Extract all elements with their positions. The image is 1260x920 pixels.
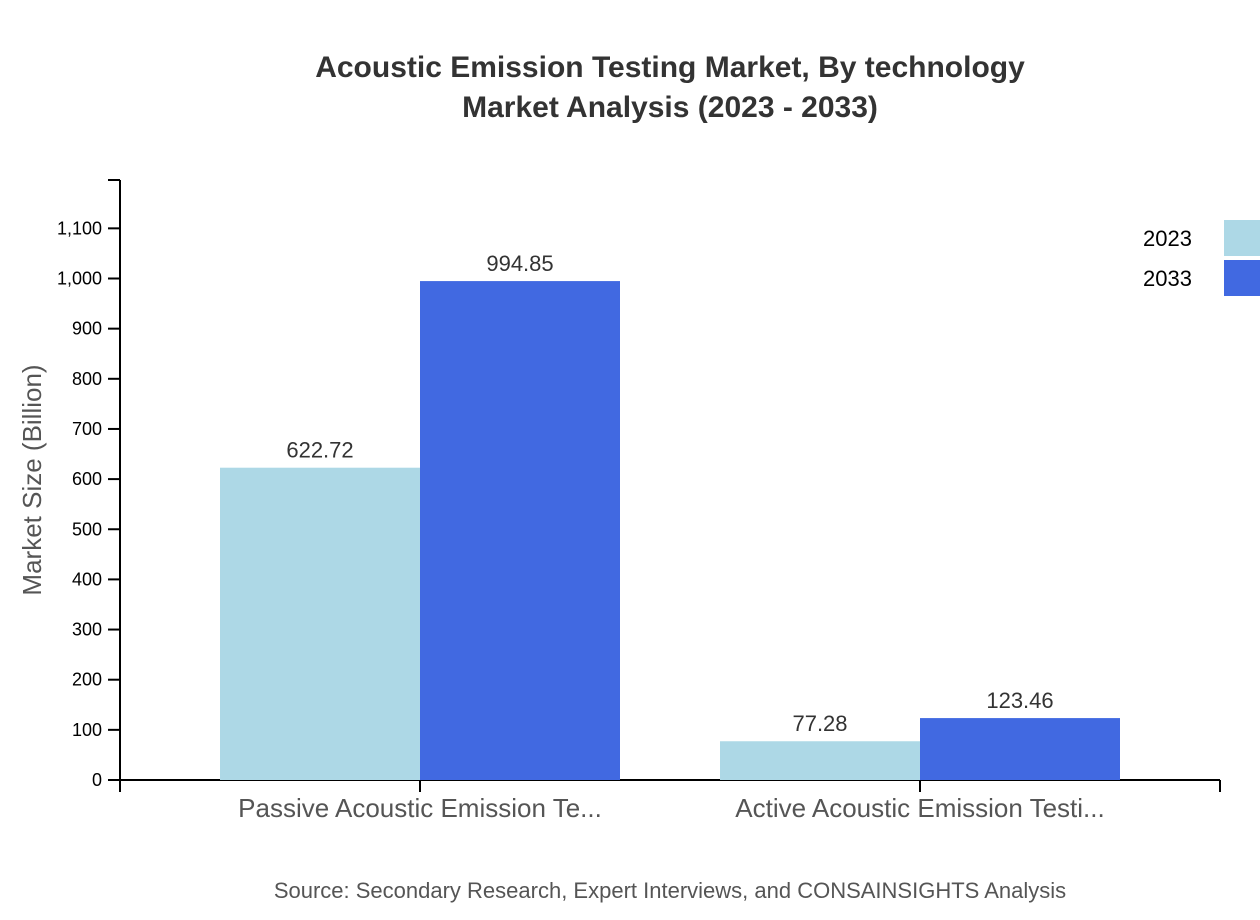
- legend-label: 2023: [1143, 226, 1192, 251]
- y-axis-label: Market Size (Billion): [17, 364, 47, 595]
- legend-swatch-2023: [1224, 220, 1260, 256]
- bar-2033: [920, 718, 1120, 780]
- y-tick-label: 1,100: [57, 218, 102, 238]
- chart-subtitle: Market Analysis (2023 - 2033): [462, 91, 878, 124]
- y-tick-label: 200: [72, 670, 102, 690]
- y-tick-label: 0: [92, 770, 102, 790]
- x-category-label: Active Acoustic Emission Testi...: [735, 793, 1104, 823]
- y-tick-label: 600: [72, 469, 102, 489]
- bar-value-label: 994.85: [486, 251, 553, 276]
- bar-2033: [420, 281, 620, 780]
- y-tick-label: 100: [72, 720, 102, 740]
- y-tick-label: 300: [72, 620, 102, 640]
- y-tick-label: 500: [72, 519, 102, 539]
- bar-2023: [220, 467, 420, 780]
- legend-swatch-2033: [1224, 260, 1260, 296]
- y-tick-label: 700: [72, 419, 102, 439]
- bar-value-label: 123.46: [986, 688, 1053, 713]
- bar-2023: [720, 741, 920, 780]
- y-tick-label: 400: [72, 569, 102, 589]
- y-tick-label: 900: [72, 319, 102, 339]
- bar-value-label: 622.72: [286, 438, 353, 463]
- x-category-label: Passive Acoustic Emission Te...: [238, 793, 602, 823]
- legend-label: 2033: [1143, 266, 1192, 291]
- chart-title: Acoustic Emission Testing Market, By tec…: [315, 51, 1025, 84]
- y-tick-label: 800: [72, 369, 102, 389]
- bar-value-label: 77.28: [792, 711, 847, 736]
- y-tick-label: 1,000: [57, 269, 102, 289]
- source-note: Source: Secondary Research, Expert Inter…: [273, 878, 1067, 903]
